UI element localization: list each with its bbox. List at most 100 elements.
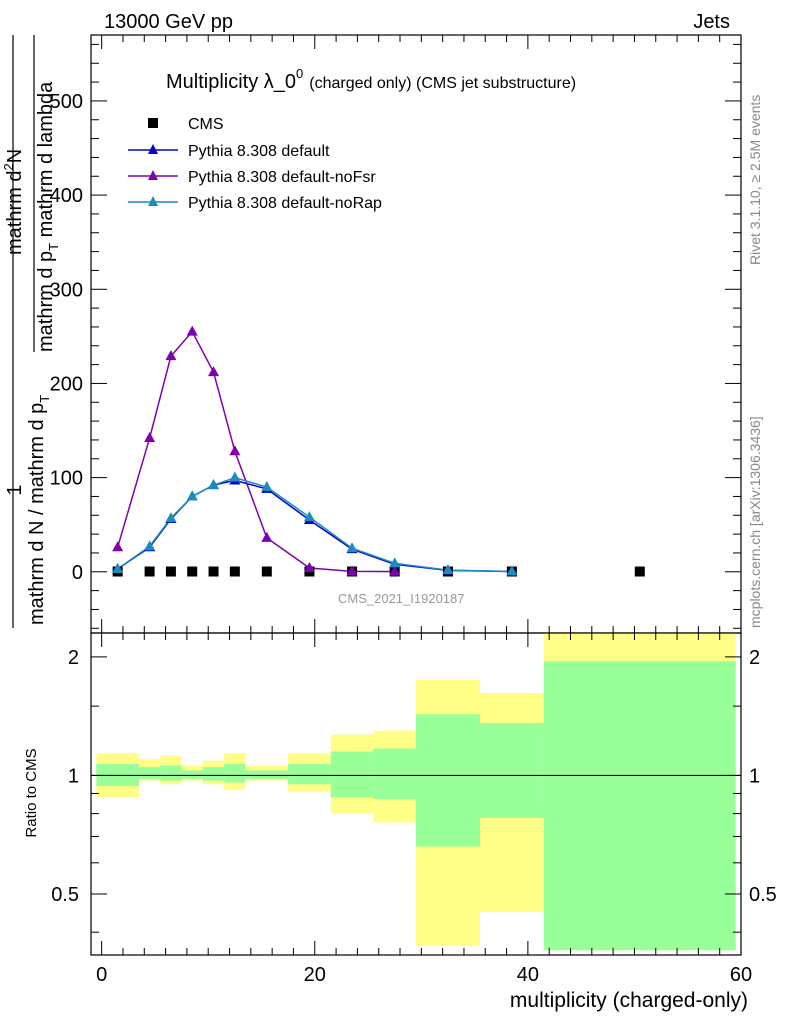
legend-label-norap: Pythia 8.308 default-noRap: [188, 195, 382, 212]
main-ytick-label: 400: [50, 185, 83, 207]
ratio-band-stat: [160, 765, 182, 781]
legend-marker-cms: [148, 118, 158, 128]
data-point-cms: [165, 566, 176, 577]
ylabel-denominator-rest: mathrm d lambda: [35, 81, 57, 243]
legend-marker-norap: [148, 196, 158, 206]
data-point-series-3: [165, 512, 177, 523]
ratio-band-stat: [330, 751, 374, 798]
data-point-series-2: [144, 432, 156, 443]
ylabel-numerator-n: N: [4, 149, 26, 163]
ratio-band-stat: [543, 661, 736, 951]
data-point-series-2: [261, 531, 273, 542]
main-ylabel: 1 mathrm d N / mathrm d pT mathrm d2N ma…: [1, 35, 61, 628]
data-point-cms: [634, 566, 645, 577]
ratio-ticks: 0.5 0.51 12 20 20 40 60: [51, 633, 777, 986]
ratio-band-stat: [224, 763, 246, 783]
analysis-tag: CMS_2021_I1920187: [338, 591, 465, 606]
ratio-ytick-label-right: 2: [749, 647, 760, 669]
legend-label-cms: CMS: [188, 116, 224, 133]
ratio-ytick-label-left: 2: [68, 647, 79, 669]
ratio-band-stat: [138, 767, 161, 779]
plot-title-sup: 0: [296, 66, 303, 81]
data-point-series-2: [229, 445, 241, 456]
data-point-cms: [229, 566, 240, 577]
ylabel-numerator-d: mathrm d: [4, 171, 26, 255]
legend-marker-default: [148, 144, 158, 154]
ylabel-denominator-main: mathrm d p: [35, 251, 57, 352]
data-point-series-3: [303, 511, 315, 522]
data-point-series-3: [261, 481, 273, 492]
data-point-series-3: [442, 564, 454, 575]
ratio-bands: [96, 633, 736, 951]
data-point-series-3: [144, 540, 156, 551]
ratio-band-stat: [202, 767, 225, 781]
ratio-panel: 0.5 0.51 12 20 20 40 60 Ratio to CMS multiplic…: [23, 632, 777, 1012]
data-point-series-2: [346, 565, 358, 576]
ratio-xtick-label: 40: [517, 964, 539, 986]
ylabel-full-denominator-sub: T: [37, 395, 52, 403]
main-ytick-label: 200: [50, 373, 83, 395]
data-point-cms: [187, 566, 198, 577]
data-point-series-2: [186, 325, 198, 336]
data-point-series-2: [112, 541, 124, 552]
legend-label-default: Pythia 8.308 default: [188, 143, 330, 160]
data-point-series-3: [112, 562, 124, 573]
plot-title-main: Multiplicity λ_0: [166, 71, 296, 93]
ratio-ytick-label-left: 0.5: [51, 884, 79, 906]
data-point-series-3: [186, 490, 198, 501]
ratio-ylabel: Ratio to CMS: [23, 748, 40, 837]
legend-label-nofsr: Pythia 8.308 default-noFsr: [188, 169, 376, 186]
main-ticks: 0 100 200 300 400 500: [50, 35, 742, 633]
data-point-series-2: [303, 562, 315, 573]
ratio-ytick-label-left: 1: [68, 765, 79, 787]
data-point-cms: [144, 566, 155, 577]
legend-marker-nofsr: [148, 170, 158, 180]
series-line-1: [117, 479, 512, 573]
data-point-series-3: [389, 557, 401, 568]
ratio-ytick-label-right: 0.5: [749, 884, 777, 906]
ratio-ytick-label-right: 1: [749, 765, 760, 787]
data-point-series-2: [165, 350, 177, 361]
data-point-series-3: [346, 542, 358, 553]
data-point-cms: [208, 566, 219, 577]
legend: CMS Pythia 8.308 default Pythia 8.308 de…: [128, 116, 382, 212]
ylabel-denominator: mathrm d pT mathrm d lambda: [35, 81, 61, 352]
side-site-label: mcplots.cern.ch [arXiv:1306.3436]: [747, 416, 763, 628]
data-point-series-2: [208, 366, 220, 377]
ratio-xtick-label: 0: [96, 964, 107, 986]
ylabel-full-denominator-main: mathrm d N / mathrm d p: [26, 403, 48, 625]
process-label: Jets: [693, 11, 730, 33]
ratio-xlabel: multiplicity (charged-only): [510, 989, 748, 1012]
ratio-band-stat: [479, 722, 544, 818]
main-ytick-label: 100: [50, 468, 83, 490]
ylabel-full-denominator: mathrm d N / mathrm d pT: [26, 395, 52, 625]
main-ytick-label: 500: [50, 91, 83, 113]
ratio-xtick-label: 20: [304, 964, 326, 986]
data-point-cms: [261, 566, 272, 577]
ylabel-one: 1: [4, 484, 26, 495]
series-line-2: [116, 330, 395, 573]
ratio-band-stat: [181, 770, 203, 779]
plot-title: Multiplicity λ_00 (charged only) (CMS jet…: [166, 66, 576, 93]
data-point-series-3: [208, 479, 220, 490]
main-ytick-label: 300: [50, 279, 83, 301]
ratio-band-stat: [245, 770, 289, 779]
side-version-label: Rivet 3.1.10, ≥ 2.5M events: [747, 95, 763, 265]
main-ytick-label: 0: [72, 562, 83, 584]
ratio-frame: [90, 632, 742, 956]
data-point-series-3: [229, 471, 241, 482]
ratio-band-stat: [416, 714, 480, 847]
energy-label: 13000 GeV pp: [104, 11, 233, 33]
ylabel-denominator-sub: T: [46, 243, 61, 251]
ylabel-numerator-sup: 2: [1, 163, 16, 170]
main-series: [112, 325, 645, 577]
data-point-series-2: [389, 565, 401, 576]
ratio-xtick-label: 60: [730, 964, 752, 986]
ratio-band-stat: [373, 748, 416, 800]
ylabel-numerator: mathrm d2N: [1, 149, 26, 255]
data-point-series-3: [506, 565, 518, 576]
plot-title-suffix: (charged only) (CMS jet substructure): [309, 75, 576, 92]
ratio-band-stat: [288, 763, 331, 785]
